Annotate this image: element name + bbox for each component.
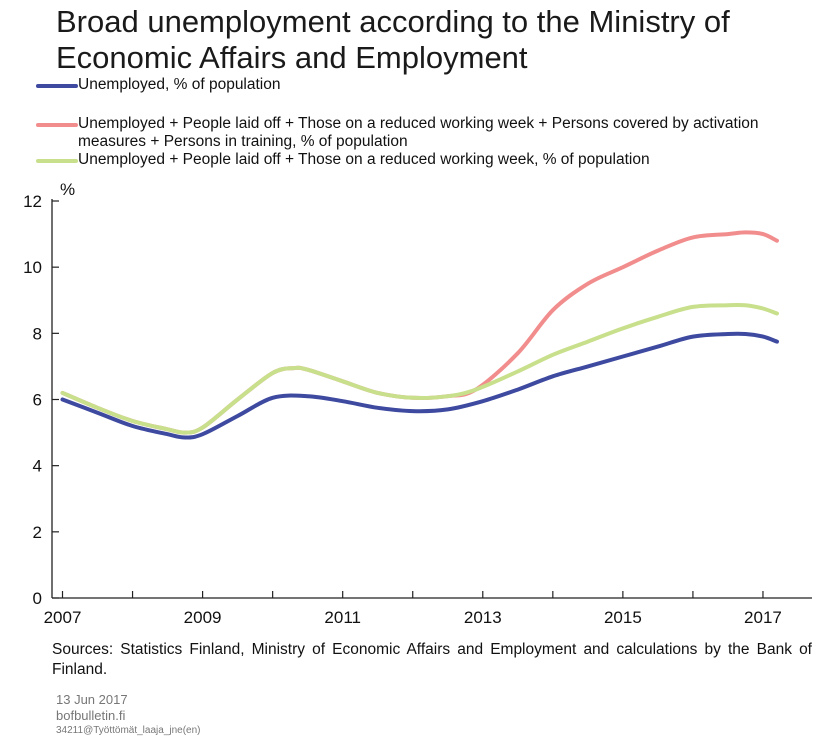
legend-swatch-broad <box>36 123 78 127</box>
series-line-broad <box>60 230 779 435</box>
x-tick-label: 2013 <box>464 608 502 627</box>
legend-swatch-laid-off <box>36 159 78 163</box>
y-tick-label: 12 <box>23 192 42 211</box>
legend-item-laid-off: Unemployed + People laid off + Those on … <box>36 151 813 169</box>
legend-label-unemployed: Unemployed, % of population <box>78 76 281 93</box>
legend-item-unemployed: Unemployed, % of population <box>36 76 813 94</box>
footer: 13 Jun 2017 bofbulletin.fi 34211@Työttöm… <box>56 692 201 737</box>
footer-code: 34211@Työttömät_laaja_jne(en) <box>56 725 201 736</box>
footer-site: bofbulletin.fi <box>56 708 126 723</box>
x-tick-label: 2007 <box>44 608 82 627</box>
line-chart: 0 2 4 6 8 10 12% 2007 2009 2011 2013 2015 2017 <box>23 180 812 627</box>
series-line-unemployed <box>60 331 779 440</box>
y-tick-label: 8 <box>33 324 42 343</box>
y-tick-label: 0 <box>33 589 42 608</box>
y-tick-label: 2 <box>33 523 42 542</box>
y-tick-label: 6 <box>33 391 42 410</box>
footer-date: 13 Jun 2017 <box>56 692 128 707</box>
y-tick-label: 10 <box>23 258 42 277</box>
chart-axes: 0 2 4 6 8 10 12% 2007 2009 2011 2013 2015 2017 <box>23 180 812 627</box>
series-line-laid-off <box>60 302 779 435</box>
legend-item-broad: Unemployed + People laid off + Those on … <box>36 115 813 151</box>
chart-title: Broad unemployment according to the Mini… <box>56 4 730 75</box>
y-tick-label: 4 <box>33 457 42 476</box>
x-tick-label: 2009 <box>184 608 222 627</box>
chart-series <box>60 230 779 440</box>
x-tick-label: 2011 <box>324 608 361 627</box>
legend-label-laid-off: Unemployed + People laid off + Those on … <box>78 151 650 168</box>
x-tick-label: 2015 <box>604 608 642 627</box>
x-tick-label: 2017 <box>744 608 782 627</box>
legend-swatch-unemployed <box>36 84 78 88</box>
legend-label-broad: Unemployed + People laid off + Those on … <box>78 115 759 150</box>
sources-note: Sources: Statistics Finland, Ministry of… <box>52 641 812 678</box>
y-axis-unit: % <box>60 180 75 199</box>
